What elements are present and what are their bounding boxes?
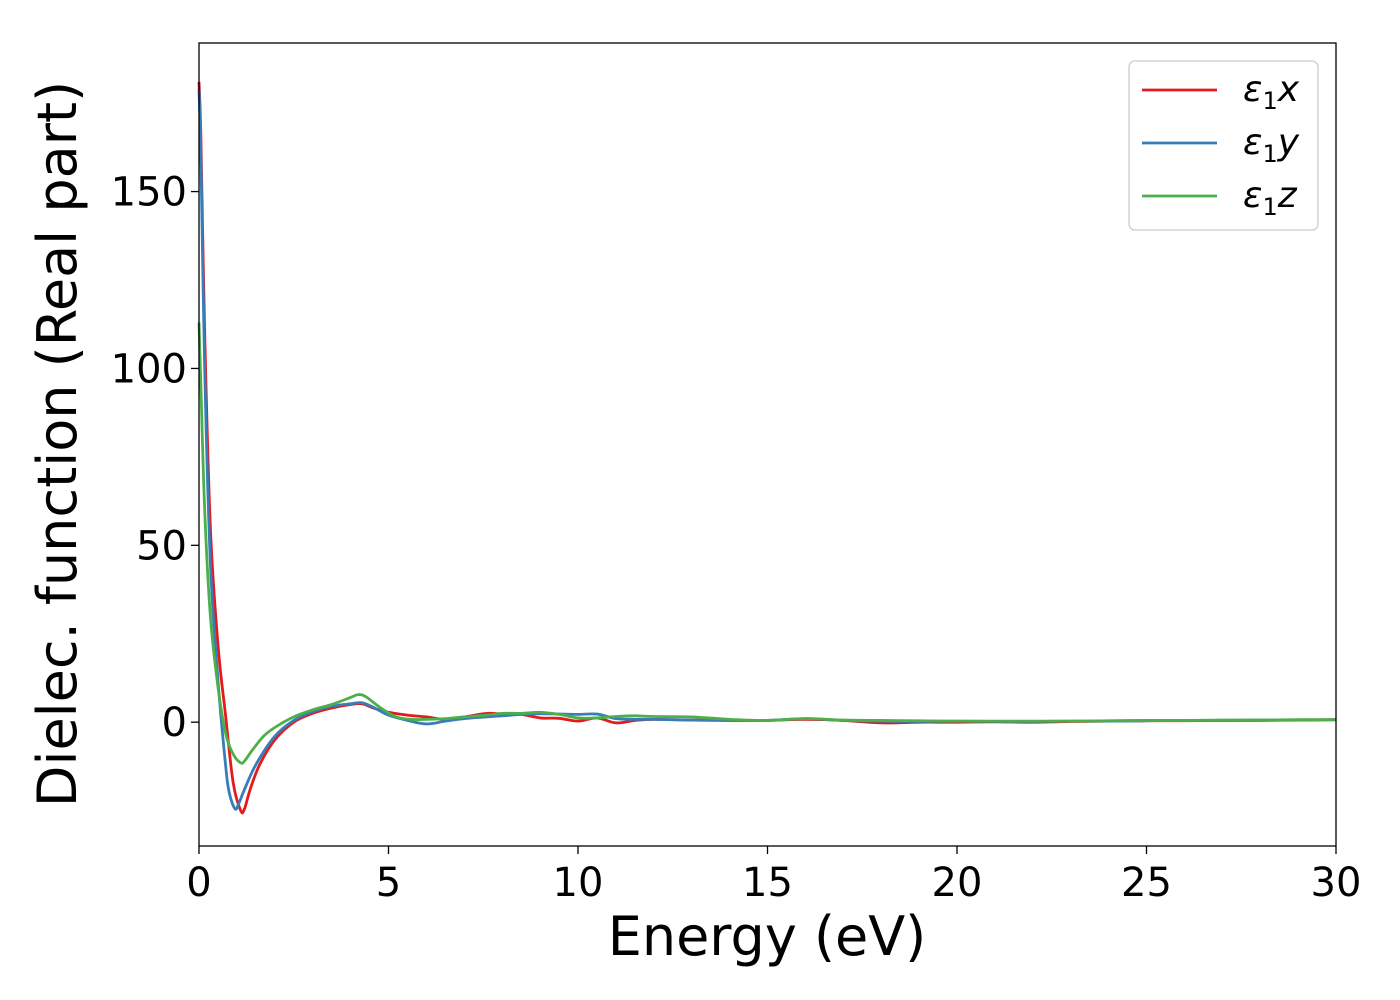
x-tick-label: 20 — [932, 860, 983, 906]
x-axis: 0 5 10 15 20 25 30 — [186, 846, 1361, 906]
x-axis-label: Energy (eV) — [608, 905, 927, 968]
x-tick-label: 15 — [742, 860, 793, 906]
y-axis: 0 50 100 150 — [111, 170, 199, 746]
x-tick-label: 10 — [553, 860, 604, 906]
y-tick-label: 150 — [111, 170, 187, 216]
x-tick-label: 0 — [186, 860, 211, 906]
legend-box — [1128, 60, 1319, 231]
legend-label-z: ε1z — [1243, 175, 1298, 221]
y-tick-label: 100 — [111, 346, 187, 392]
legend: ε1x ε1y ε1z — [1128, 60, 1319, 231]
x-tick-label: 30 — [1311, 860, 1362, 906]
x-tick-label: 5 — [376, 860, 401, 906]
legend-label-y: ε1y — [1243, 122, 1300, 168]
series-line-z — [197, 322, 1337, 765]
y-axis-label: Dielec. function (Real part) — [26, 81, 89, 807]
y-tick-label: 50 — [136, 523, 187, 569]
x-tick-label: 25 — [1121, 860, 1172, 906]
legend-label-x: ε1x — [1243, 69, 1300, 115]
y-tick-label: 0 — [162, 700, 187, 746]
series-layer — [197, 81, 1337, 815]
